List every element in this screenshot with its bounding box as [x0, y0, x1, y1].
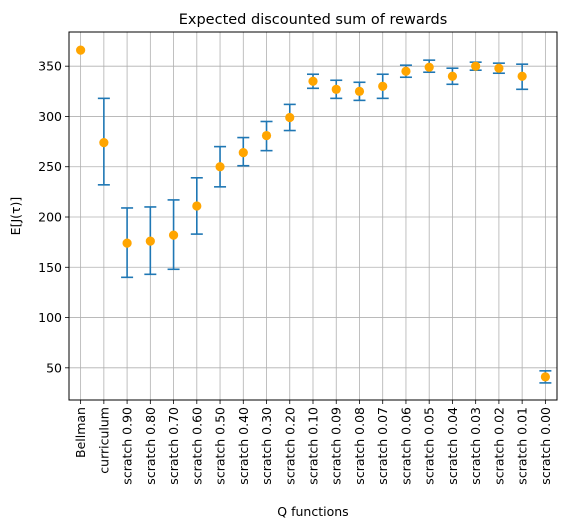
x-tick-label: scratch 0.04	[445, 407, 460, 485]
data-point	[331, 84, 341, 94]
x-tick-label: scratch 0.02	[491, 407, 506, 485]
x-tick-label: scratch 0.03	[468, 407, 483, 485]
y-tick-label: 150	[38, 260, 62, 275]
x-tick-label: scratch 0.30	[259, 407, 274, 485]
chart-title: Expected discounted sum of rewards	[179, 12, 448, 28]
data-point	[378, 81, 388, 91]
y-tick-label: 350	[38, 59, 62, 74]
x-axis-ticks: Bellman curriculum scratch 0.90 scratch 0.8…	[73, 400, 553, 485]
x-tick-label: curriculum	[96, 407, 111, 474]
x-tick-label: scratch 0.10	[306, 407, 321, 485]
data-points	[76, 45, 550, 382]
y-axis-ticks: 50 100 150 200 250 300 350	[38, 59, 69, 375]
x-tick-label: scratch 0.90	[120, 407, 135, 485]
x-axis-label: Q functions	[277, 504, 348, 519]
x-tick-label: scratch 0.00	[538, 407, 553, 485]
data-point	[285, 112, 295, 123]
y-tick-label: 100	[38, 310, 62, 325]
x-tick-label: scratch 0.40	[236, 407, 251, 485]
data-point	[238, 148, 248, 158]
x-tick-label: scratch 0.20	[282, 407, 297, 485]
data-point	[354, 86, 365, 96]
data-point	[168, 230, 179, 240]
x-tick-label: scratch 0.06	[398, 407, 413, 485]
data-point	[517, 71, 527, 81]
data-point	[308, 76, 318, 86]
x-tick-label: scratch 0.50	[213, 407, 228, 485]
data-point	[215, 162, 225, 172]
data-point	[145, 236, 155, 246]
data-point	[424, 62, 434, 72]
x-tick-label: scratch 0.08	[352, 407, 367, 485]
data-point	[540, 372, 550, 382]
data-point	[76, 45, 86, 55]
data-point	[99, 138, 109, 148]
y-tick-label: 250	[38, 159, 62, 174]
data-point	[122, 238, 132, 248]
x-tick-label: scratch 0.05	[422, 407, 437, 485]
x-tick-label: scratch 0.01	[515, 407, 530, 485]
x-tick-label: scratch 0.07	[375, 407, 390, 485]
data-point	[261, 130, 272, 141]
data-point	[447, 71, 458, 81]
error-bars	[97, 59, 552, 384]
x-tick-label: Bellman	[73, 407, 88, 458]
x-tick-label: scratch 0.60	[189, 407, 204, 485]
data-point	[192, 201, 202, 211]
x-tick-label: scratch 0.70	[166, 407, 181, 485]
x-tick-label: scratch 0.80	[143, 407, 158, 485]
y-tick-label: 50	[46, 360, 62, 375]
data-point	[494, 63, 504, 73]
data-point	[401, 66, 411, 76]
y-tick-label: 200	[38, 210, 62, 225]
x-tick-label: scratch 0.09	[329, 407, 344, 485]
y-tick-label: 300	[38, 109, 62, 124]
y-axis-label: E[J(τ)]	[8, 197, 23, 236]
data-point	[471, 61, 481, 71]
